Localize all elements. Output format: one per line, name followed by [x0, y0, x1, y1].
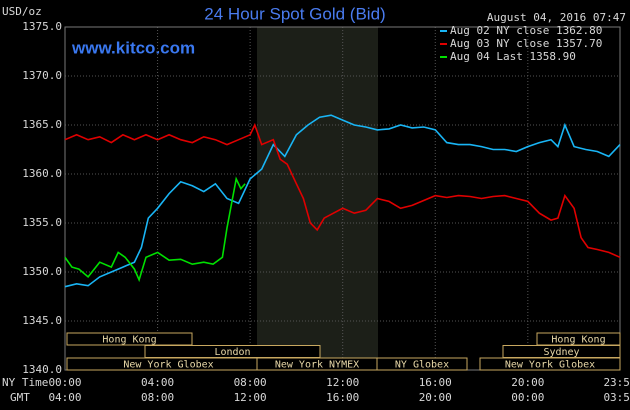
x-gmt-label: 12:00	[234, 391, 267, 404]
session-label: London	[214, 347, 250, 358]
x-gmt-label: 20:00	[419, 391, 452, 404]
series-line	[64, 114, 621, 288]
series-line	[64, 122, 621, 259]
x-row-label: NY Time	[2, 376, 48, 389]
y-tick-label: 1375.0	[22, 20, 62, 33]
x-tick-label: 12:00	[326, 376, 359, 389]
x-tick-label: 00:00	[48, 376, 81, 389]
x-gmt-label: 16:00	[326, 391, 359, 404]
legend-label: Aug 02 NY close 1362.80	[450, 24, 602, 37]
session-label: New York Globex	[123, 360, 213, 371]
session-label: New York Globex	[505, 360, 595, 371]
session-label: Hong Kong	[102, 335, 156, 346]
session-label: Hong Kong	[551, 335, 605, 346]
x-tick-label: 23:59	[603, 376, 630, 389]
x-tick-label: 04:00	[141, 376, 174, 389]
x-tick-label: 20:00	[511, 376, 544, 389]
x-tick-label: 08:00	[234, 376, 267, 389]
session-box	[376, 357, 468, 371]
x-tick-label: 16:00	[419, 376, 452, 389]
y-tick-label: 1340.0	[22, 363, 62, 376]
series-line	[64, 176, 246, 283]
x-gmt-label: 08:00	[141, 391, 174, 404]
y-tick-label: 1345.0	[22, 314, 62, 327]
y-tick-label: 1370.0	[22, 69, 62, 82]
session-label: New York NYMEX	[275, 360, 359, 371]
x-gmt-label: 00:00	[511, 391, 544, 404]
watermark: www.kitco.com	[71, 38, 195, 57]
session-box	[479, 357, 621, 371]
x-gmt-label: 03:59	[603, 391, 630, 404]
legend-label: Aug 03 NY close 1357.70	[450, 37, 602, 50]
y-axis-label: USD/oz	[2, 5, 42, 18]
timestamp: August 04, 2016 07:47	[487, 11, 626, 24]
y-tick-label: 1365.0	[22, 118, 62, 131]
chart-title: 24 Hour Spot Gold (Bid)	[204, 4, 385, 23]
x-gmt-label: 04:00	[48, 391, 81, 404]
session-shade	[257, 27, 378, 370]
session-box	[66, 332, 193, 346]
y-tick-label: 1355.0	[22, 216, 62, 229]
x-row-label: GMT	[10, 391, 30, 404]
y-tick-label: 1360.0	[22, 167, 62, 180]
legend-label: Aug 04 Last 1358.90	[450, 50, 576, 63]
session-label: Sydney	[543, 347, 579, 358]
session-label: NY Globex	[395, 360, 449, 371]
y-tick-label: 1350.0	[22, 265, 62, 278]
